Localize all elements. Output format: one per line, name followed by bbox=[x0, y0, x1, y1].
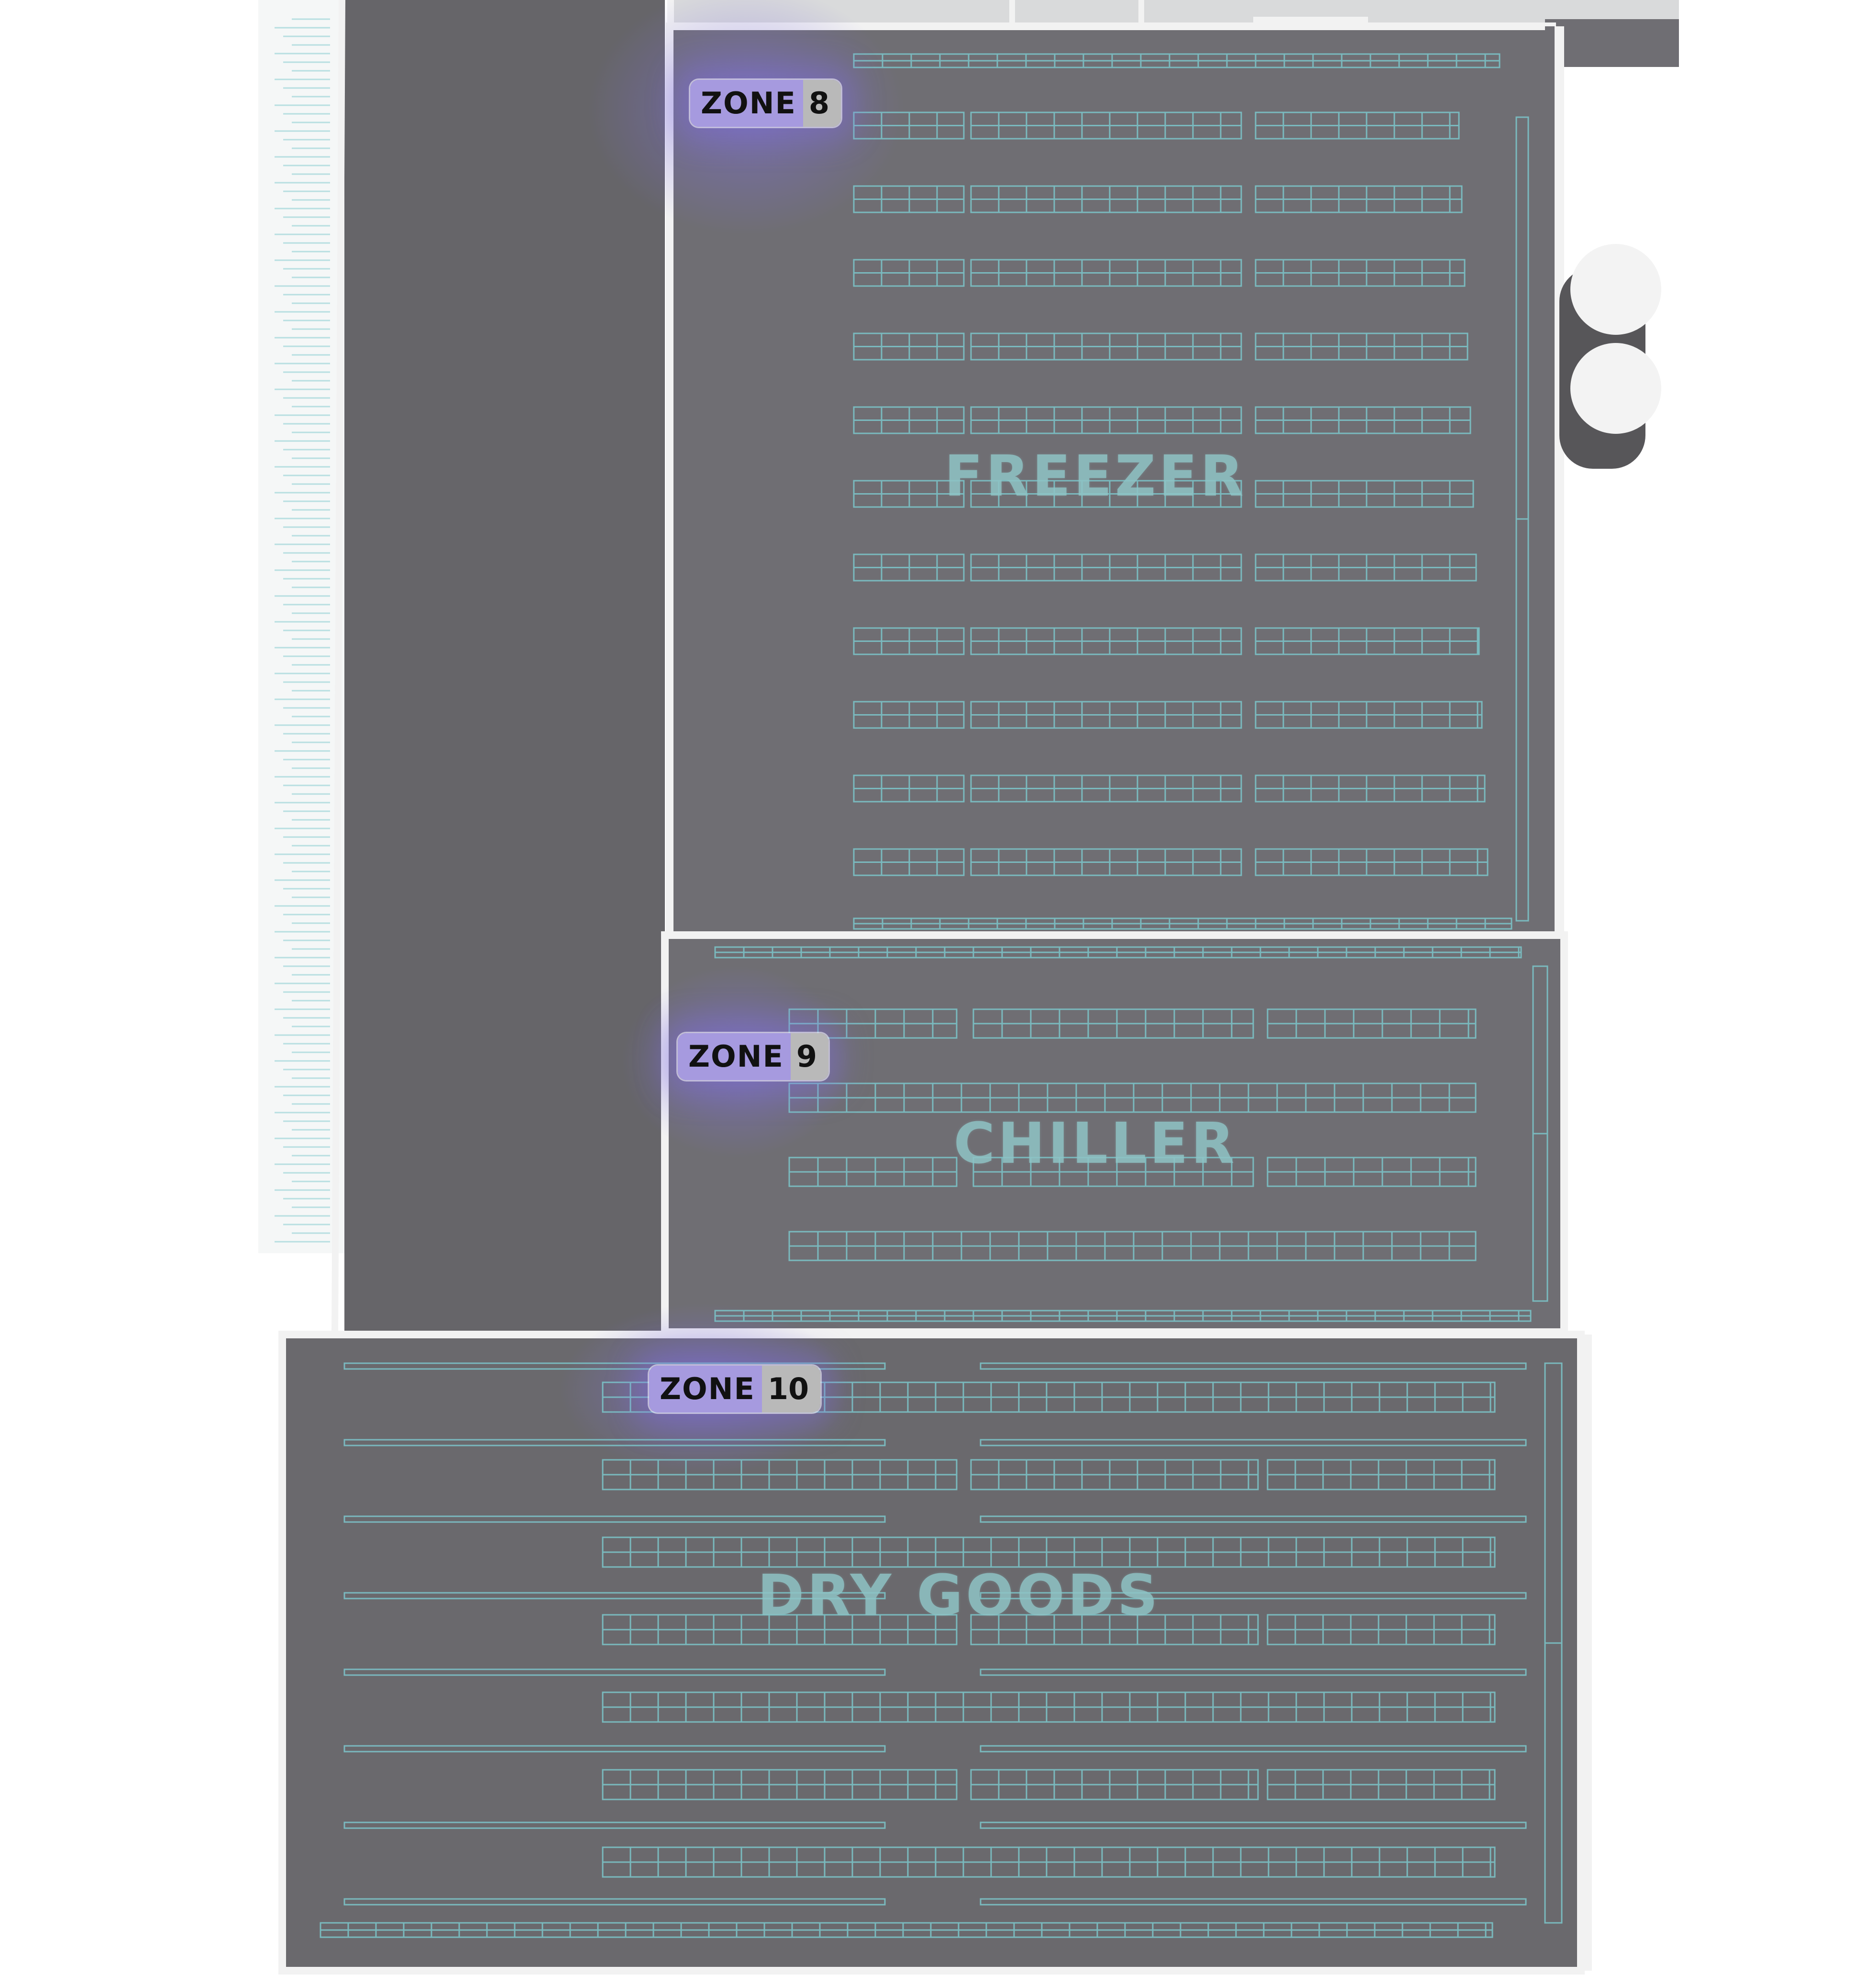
pallet-lane bbox=[343, 1439, 886, 1446]
zone-label: ZONE bbox=[678, 1033, 791, 1080]
pallet-lane bbox=[343, 1821, 886, 1829]
pallet-lane bbox=[980, 1515, 1527, 1523]
pallet-lane bbox=[343, 1745, 886, 1753]
pallet-lane bbox=[980, 1362, 1527, 1370]
zone-9-badge[interactable]: ZONE 9 bbox=[678, 1033, 829, 1080]
pallet-lane bbox=[343, 1898, 886, 1906]
freezer-room-label: FREEZER bbox=[944, 443, 1247, 509]
pallet-lane bbox=[343, 1362, 886, 1370]
chiller-room-label: CHILLER bbox=[953, 1110, 1237, 1176]
pallet-lane bbox=[343, 1668, 886, 1676]
dry-goods-room-label: DRY GOODS bbox=[757, 1562, 1161, 1628]
pallet-lane bbox=[980, 1592, 1527, 1600]
zone-8-badge[interactable]: ZONE 8 bbox=[690, 80, 841, 127]
zone-10-badge[interactable]: ZONE 10 bbox=[649, 1366, 821, 1412]
dry-goods-room bbox=[278, 1331, 1592, 1975]
pallet-lane bbox=[980, 1745, 1527, 1753]
pallet-lane bbox=[980, 1668, 1527, 1676]
zone-number: 10 bbox=[761, 1366, 821, 1412]
pallet-lane bbox=[980, 1898, 1527, 1906]
main-corridor bbox=[344, 0, 665, 1335]
pallet-lane bbox=[980, 1821, 1527, 1829]
zone-label: ZONE bbox=[649, 1366, 762, 1412]
pallet-lane bbox=[343, 1515, 886, 1523]
zone-label: ZONE bbox=[690, 80, 803, 127]
tank-icon bbox=[1559, 244, 1661, 469]
zone-number: 8 bbox=[803, 80, 841, 127]
zone-number: 9 bbox=[790, 1033, 829, 1080]
pallet-lane bbox=[980, 1439, 1527, 1446]
pallet-lane bbox=[343, 1592, 886, 1600]
